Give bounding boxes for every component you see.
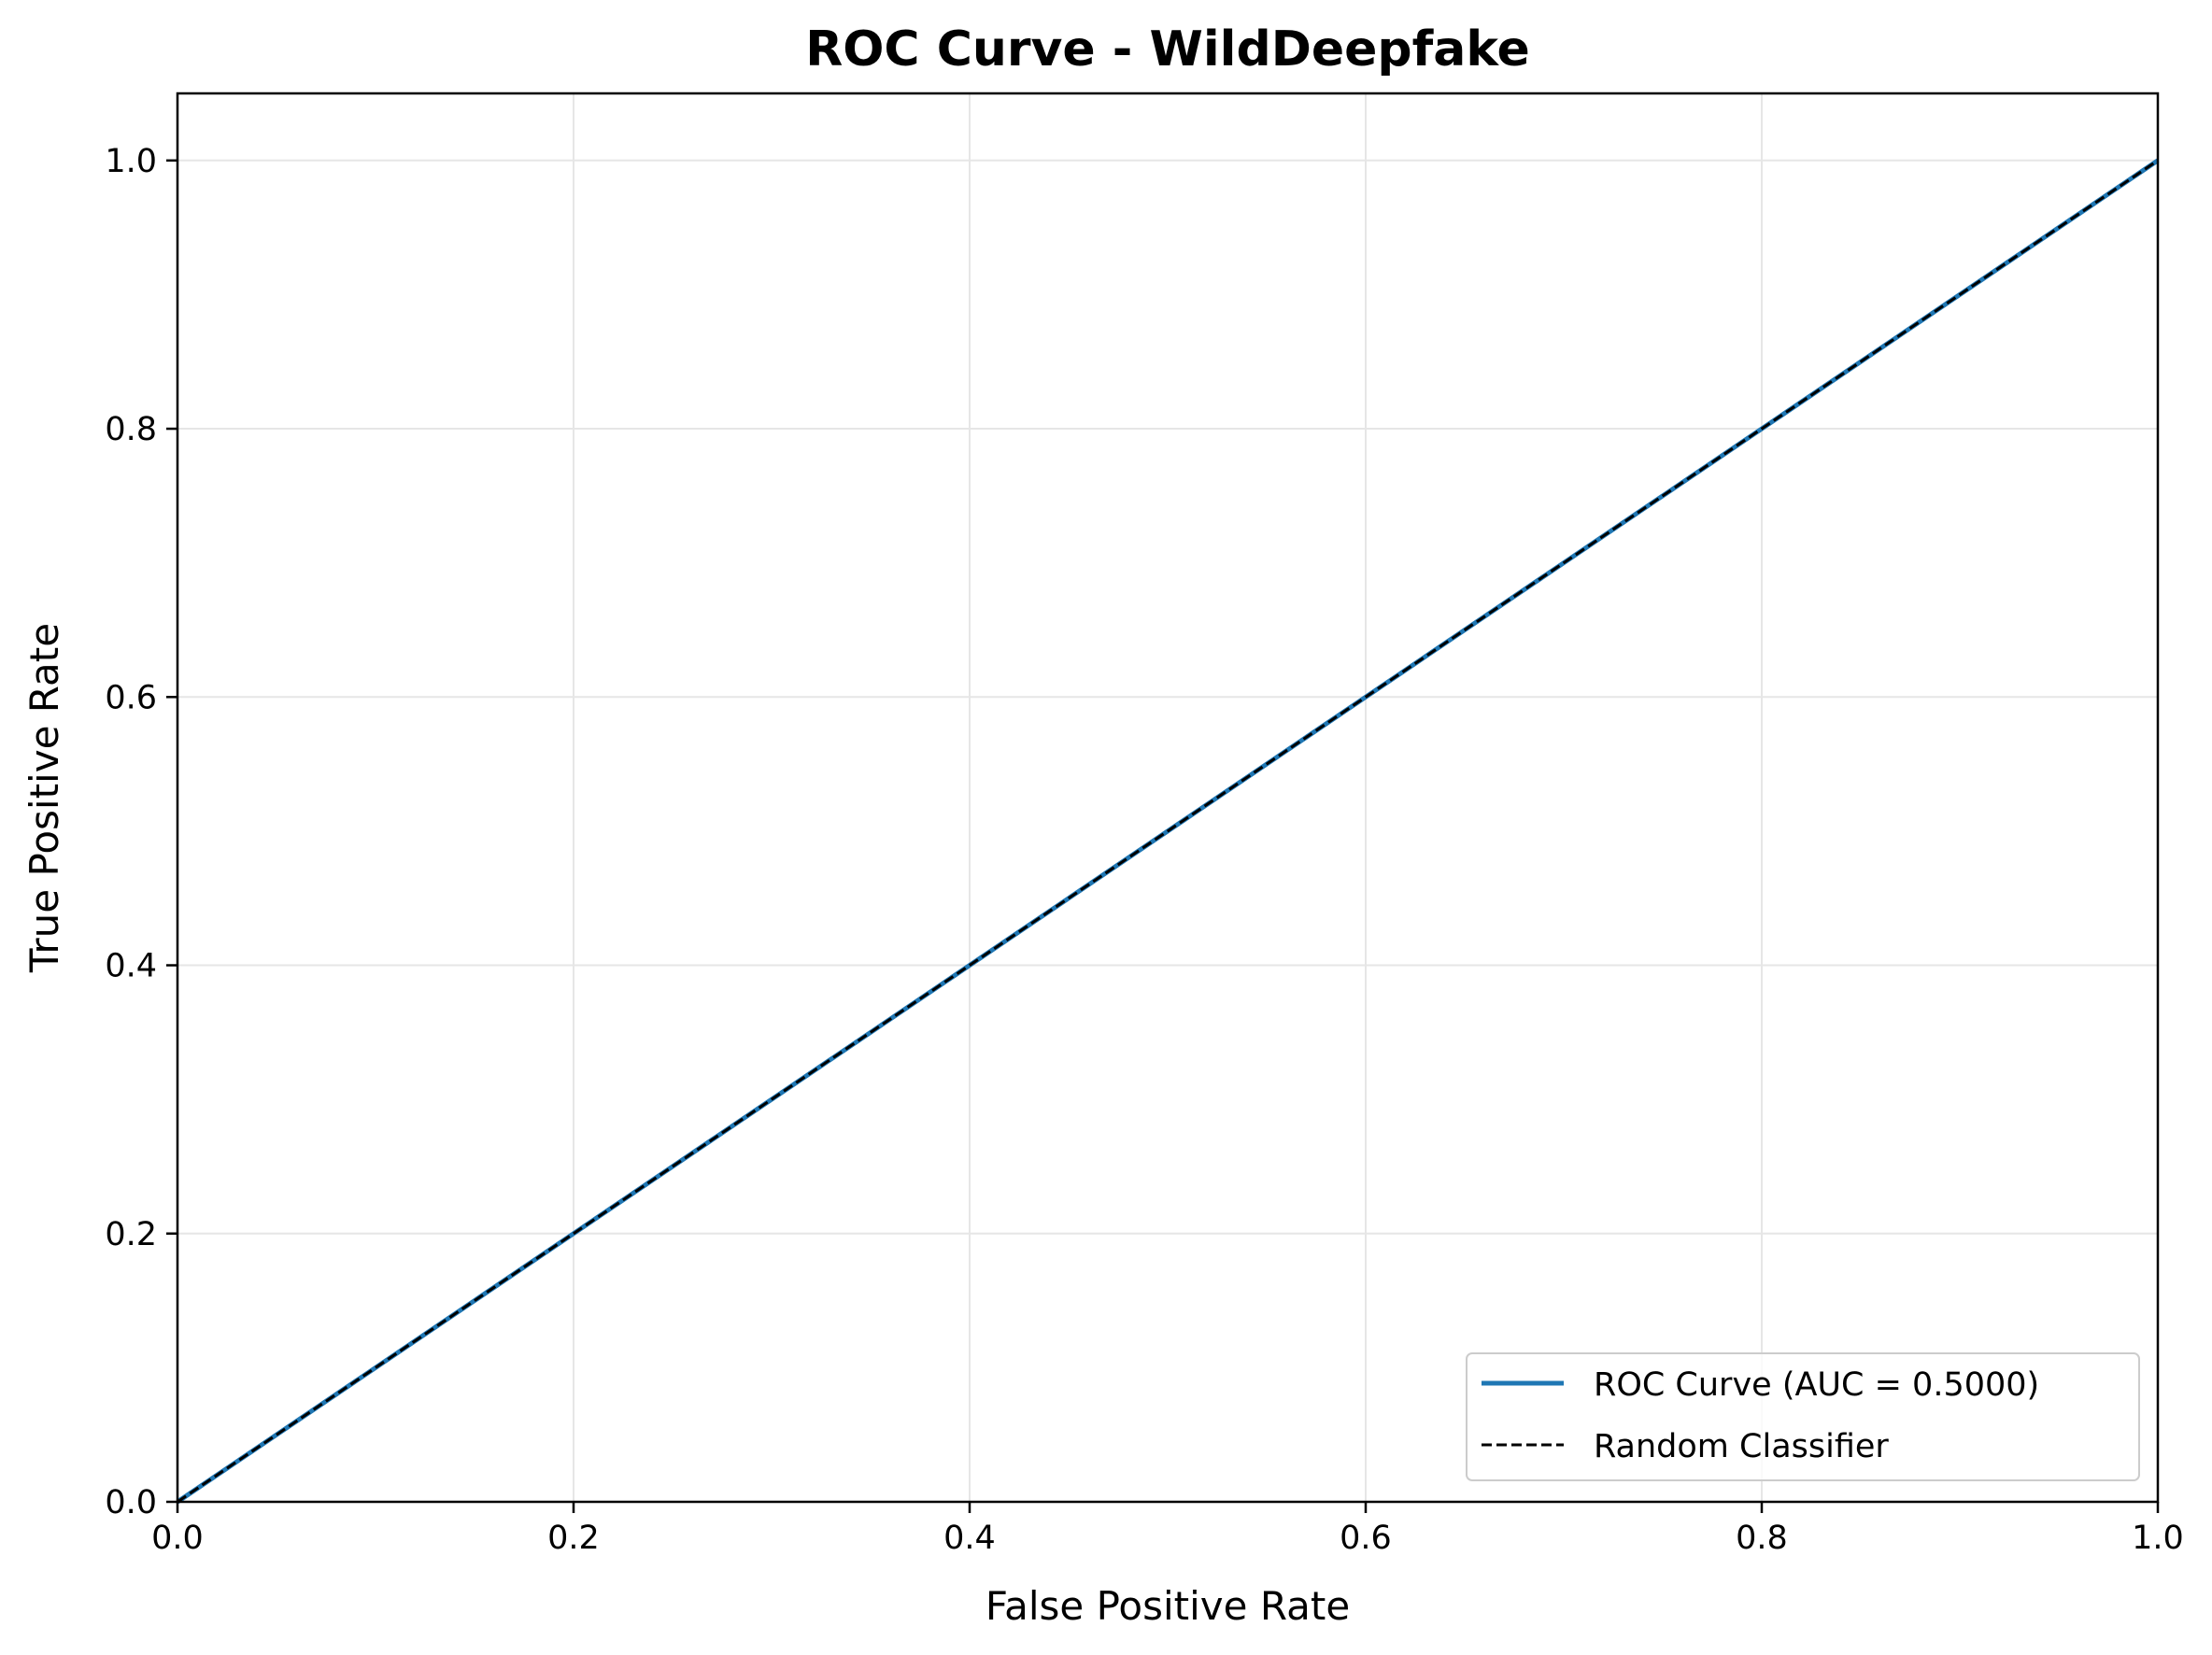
- y-tick-label-2: 0.4: [105, 948, 157, 985]
- legend-label-roc: ROC Curve (AUC = 0.5000): [1594, 1366, 2039, 1404]
- x-tick-label-4: 0.8: [1736, 1520, 1788, 1557]
- y-tick-label-1: 0.2: [105, 1216, 157, 1253]
- y-axis-label: True Positive Rate: [21, 623, 67, 973]
- x-axis-ticks: 0.0 0.2 0.4 0.6 0.8 1.0: [151, 1502, 2184, 1557]
- series-lines: [176, 158, 2160, 1505]
- chart-title: ROC Curve - WildDeepfake: [805, 21, 1530, 78]
- legend: ROC Curve (AUC = 0.5000) Random Classifi…: [1466, 1352, 2140, 1481]
- x-tick-label-0: 0.0: [151, 1520, 204, 1557]
- x-tick-label-1: 0.2: [547, 1520, 600, 1557]
- series-line-random-classifier: [177, 159, 2159, 1504]
- x-axis-label: False Positive Rate: [985, 1583, 1350, 1629]
- legend-label-random: Random Classifier: [1594, 1428, 1889, 1465]
- x-tick-label-2: 0.4: [943, 1520, 996, 1557]
- y-axis-ticks: 0.0 0.2 0.4 0.6 0.8 1.0: [105, 143, 177, 1521]
- y-tick-label-3: 0.6: [105, 679, 157, 716]
- legend-box: [1466, 1352, 2140, 1481]
- x-tick-label-5: 1.0: [2132, 1520, 2184, 1557]
- y-tick-label-0: 0.0: [105, 1484, 157, 1521]
- y-tick-label-4: 0.8: [105, 411, 157, 448]
- grid-lines: [177, 93, 2159, 1503]
- y-tick-label-5: 1.0: [105, 143, 157, 180]
- x-tick-label-3: 0.6: [1340, 1520, 1392, 1557]
- axes-frame: [176, 92, 2160, 1504]
